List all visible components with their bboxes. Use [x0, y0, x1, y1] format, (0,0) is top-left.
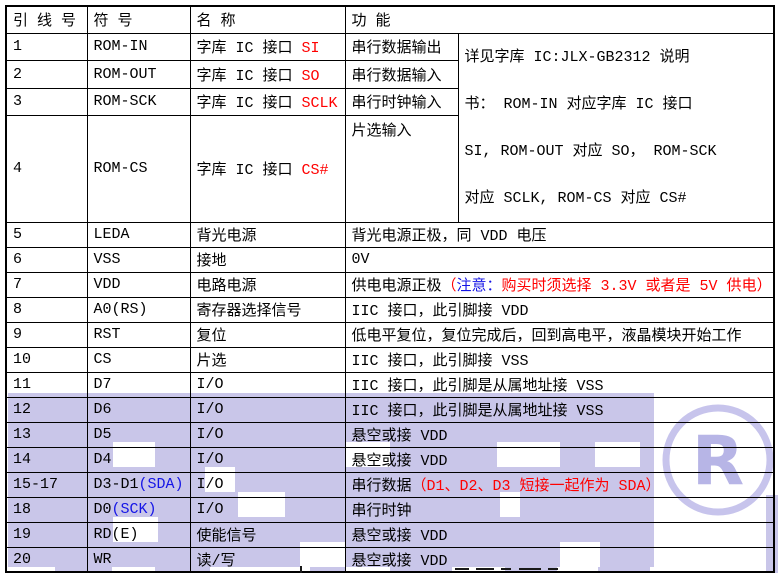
pin-cell: 19 [5, 521, 88, 548]
header-pin-number: 引 线 号 [5, 5, 88, 34]
function-cell: 0V [344, 246, 775, 273]
symbol-cell: ROM-IN [86, 32, 191, 62]
symbol-cell: VDD [86, 271, 191, 298]
name-cell: I/O [189, 371, 346, 398]
table-row: 11 D7 I/O IIC 接口，此引脚是从属地址接 VSS [5, 371, 775, 398]
pin-cell: 7 [5, 271, 88, 298]
pin-function-table: 引 线 号 符 号 名 称 功 能 1 ROM-IN 字库 IC 接口 SI 串… [5, 5, 776, 573]
pin-cell: 2 [5, 60, 88, 89]
table-row: 1 ROM-IN 字库 IC 接口 SI 串行数据输出 详见字库 IC:JLX-… [5, 32, 775, 223]
name-cell: 片选 [189, 346, 346, 373]
name-cell: 读/写 [189, 546, 346, 573]
name-cell: 电路电源 [189, 271, 346, 298]
function-cell: 悬空或接 VDD [344, 521, 775, 548]
pin-cell: 14 [5, 446, 88, 473]
name-cell: 字库 IC 接口 SCLK [189, 87, 346, 117]
pin-cell: 5 [5, 221, 88, 248]
pin-cell: 1 [5, 32, 88, 62]
symbol-cell: D4 [86, 446, 191, 473]
pin-cell: 6 [5, 246, 88, 273]
symbol-cell: D6 [86, 396, 191, 423]
table-row: 3 ROM-SCK 字库 IC 接口 SCLK 串行时钟输入 [5, 87, 774, 117]
header-function: 功 能 [344, 5, 775, 34]
table-row: 20 WR 读/写 悬空或接 VDD [5, 546, 775, 573]
symbol-cell: D3-D1(SDA) [86, 471, 191, 498]
function-cell: IIC 接口，此引脚接 VDD [344, 296, 775, 323]
name-cell: I/O [189, 396, 346, 423]
table-row: 4 ROM-CS 字库 IC 接口 CS# 片选输入 [5, 115, 774, 223]
pin-cell: 20 [5, 546, 88, 573]
table-row: 14 D4 I/O 悬空或接 VDD [5, 446, 775, 473]
table-row: 19 RD(E) 使能信号 悬空或接 VDD [5, 521, 775, 548]
symbol-cell: D5 [86, 421, 191, 448]
symbol-cell: RST [86, 321, 191, 348]
symbol-cell: ROM-OUT [86, 60, 191, 89]
pin-cell: 11 [5, 371, 88, 398]
header-name: 名 称 [189, 5, 346, 34]
name-cell: 字库 IC 接口 CS# [189, 115, 346, 223]
function-cell: 低电平复位，复位完成后，回到高电平，液晶模块开始工作 [344, 321, 775, 348]
table-row: 6 VSS 接地 0V [5, 246, 775, 273]
symbol-cell: ROM-CS [86, 115, 191, 223]
symbol-cell: RD(E) [86, 521, 191, 548]
name-cell: 寄存器选择信号 [189, 296, 346, 323]
function-cell: 供电电源正极（注意：购买时须选择 3.3V 或者是 5V 供电） [344, 271, 775, 298]
table-row: 8 A0(RS) 寄存器选择信号 IIC 接口，此引脚接 VDD [5, 296, 775, 323]
header-symbol: 符 号 [86, 5, 191, 34]
function-cell: IIC 接口，此引脚是从属地址接 VSS [344, 371, 775, 398]
symbol-cell: A0(RS) [86, 296, 191, 323]
pin-cell: 13 [5, 421, 88, 448]
function-cell: 片选输入 [344, 115, 459, 223]
symbol-cell: D7 [86, 371, 191, 398]
table-row: 18 D0(SCK) I/O 串行时钟 [5, 496, 775, 523]
name-cell: 字库 IC 接口 SI [189, 32, 346, 62]
function-cell: 悬空或接 VDD [344, 421, 775, 448]
table-row: 12 D6 I/O IIC 接口，此引脚是从属地址接 VSS [5, 396, 775, 423]
name-cell: 复位 [189, 321, 346, 348]
symbol-cell: LEDA [86, 221, 191, 248]
name-cell: I/O [189, 421, 346, 448]
function-cell: IIC 接口，此引脚接 VSS [344, 346, 775, 373]
function-cell: 串行数据（D1、D2、D3 短接一起作为 SDA） [344, 471, 775, 498]
font-rom-note: 详见字库 IC:JLX-GB2312 说明 书： ROM-IN 对应字库 IC … [457, 32, 775, 223]
symbol-cell: WR [86, 546, 191, 573]
function-cell: 背光电源正极，同 VDD 电压 [344, 221, 775, 248]
symbol-cell: ROM-SCK [86, 87, 191, 117]
symbol-cell: D0(SCK) [86, 496, 191, 523]
function-cell: 悬空或接 VDD [344, 446, 775, 473]
function-cell: 串行时钟输入 [344, 87, 459, 117]
symbol-cell: VSS [86, 246, 191, 273]
function-cell: 串行时钟 [344, 496, 775, 523]
function-cell: 悬空或接 VDD [344, 546, 775, 573]
table-row: 13 D5 I/O 悬空或接 VDD [5, 421, 775, 448]
pin-cell: 10 [5, 346, 88, 373]
table-header-row: 引 线 号 符 号 名 称 功 能 [5, 5, 775, 34]
name-cell: I/O [189, 471, 346, 498]
pin-cell: 4 [5, 115, 88, 223]
pin-cell: 8 [5, 296, 88, 323]
function-cell: 串行数据输入 [344, 60, 459, 89]
name-cell: 接地 [189, 246, 346, 273]
function-cell: IIC 接口，此引脚是从属地址接 VSS [344, 396, 775, 423]
pin-cell: 3 [5, 87, 88, 117]
name-cell: 背光电源 [189, 221, 346, 248]
table-row: 7 VDD 电路电源 供电电源正极（注意：购买时须选择 3.3V 或者是 5V … [5, 271, 775, 298]
symbol-cell: CS [86, 346, 191, 373]
name-cell: I/O [189, 496, 346, 523]
table-row: 9 RST 复位 低电平复位，复位完成后，回到高电平，液晶模块开始工作 [5, 321, 775, 348]
pin-cell: 9 [5, 321, 88, 348]
table-row: 2 ROM-OUT 字库 IC 接口 SO 串行数据输入 [5, 60, 774, 89]
name-cell: 字库 IC 接口 SO [189, 60, 346, 89]
pin-cell: 15-17 [5, 471, 88, 498]
table-row: 5 LEDA 背光电源 背光电源正极，同 VDD 电压 [5, 221, 775, 248]
name-cell: I/O [189, 446, 346, 473]
table-row: 10 CS 片选 IIC 接口，此引脚接 VSS [5, 346, 775, 373]
pin-cell: 12 [5, 396, 88, 423]
function-cell: 串行数据输出 [344, 32, 459, 62]
table-row: 15-17 D3-D1(SDA) I/O 串行数据（D1、D2、D3 短接一起作… [5, 471, 775, 498]
pin-cell: 18 [5, 496, 88, 523]
name-cell: 使能信号 [189, 521, 346, 548]
